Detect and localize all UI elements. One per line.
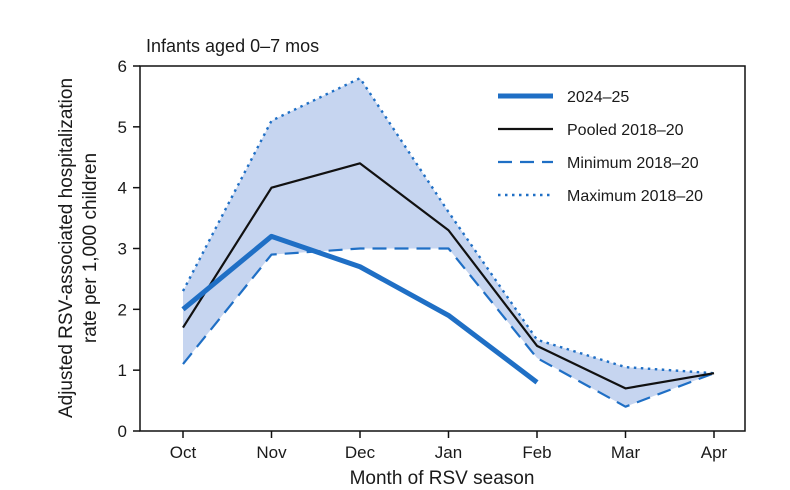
y-axis-ticks: 0 1 2 3 4 5 6: [118, 57, 140, 441]
series-layer: [181, 76, 715, 408]
legend-item-maximum-2018-20: Maximum 2018–20: [498, 188, 703, 205]
x-tick-label: Nov: [256, 443, 287, 462]
x-tick-label: Mar: [611, 443, 641, 462]
x-tick-label: Oct: [170, 443, 197, 462]
y-axis-title-line-1: Adjusted RSV-associated hospitalization: [56, 78, 77, 418]
y-tick-label: 5: [118, 118, 127, 137]
x-axis-ticks: Oct Nov Dec Jan Feb Mar Apr: [170, 431, 728, 462]
legend-item-2024-25: 2024–25: [498, 89, 629, 106]
x-axis-title: Month of RSV season: [350, 468, 535, 489]
series-line-pooled-2018-20: [182, 162, 715, 390]
y-tick-label: 4: [118, 179, 127, 198]
y-tick-label: 3: [118, 240, 127, 259]
legend-item-minimum-2018-20: Minimum 2018–20: [498, 155, 699, 172]
y-axis-title-line-2: rate per 1,000 children: [80, 153, 101, 343]
panel-label: Infants aged 0–7 mos: [146, 36, 319, 56]
min-max-range-band: [183, 78, 714, 407]
range-band-layer: [183, 78, 714, 407]
x-tick-label: Dec: [345, 443, 376, 462]
legend-item-pooled-2018-20: Pooled 2018–20: [498, 122, 684, 139]
x-tick-label: Jan: [435, 443, 462, 462]
series-line-minimum-2018-20: [182, 247, 715, 408]
y-tick-label: 6: [118, 57, 127, 76]
y-tick-label: 0: [118, 422, 127, 441]
legend-label: Minimum 2018–20: [567, 155, 699, 172]
series-line-2024-25: [181, 233, 539, 385]
x-tick-label: Feb: [522, 443, 551, 462]
legend: 2024–25 Pooled 2018–20 Minimum 2018–20 Maxi…: [498, 89, 703, 205]
legend-label: Maximum 2018–20: [567, 188, 703, 205]
y-axis-title: Adjusted RSV-associated hospitalization …: [56, 78, 101, 418]
legend-label: Pooled 2018–20: [567, 122, 684, 139]
y-tick-label: 1: [118, 361, 127, 380]
y-tick-label: 2: [118, 300, 127, 319]
legend-label: 2024–25: [567, 89, 629, 106]
x-tick-label: Apr: [701, 443, 728, 462]
